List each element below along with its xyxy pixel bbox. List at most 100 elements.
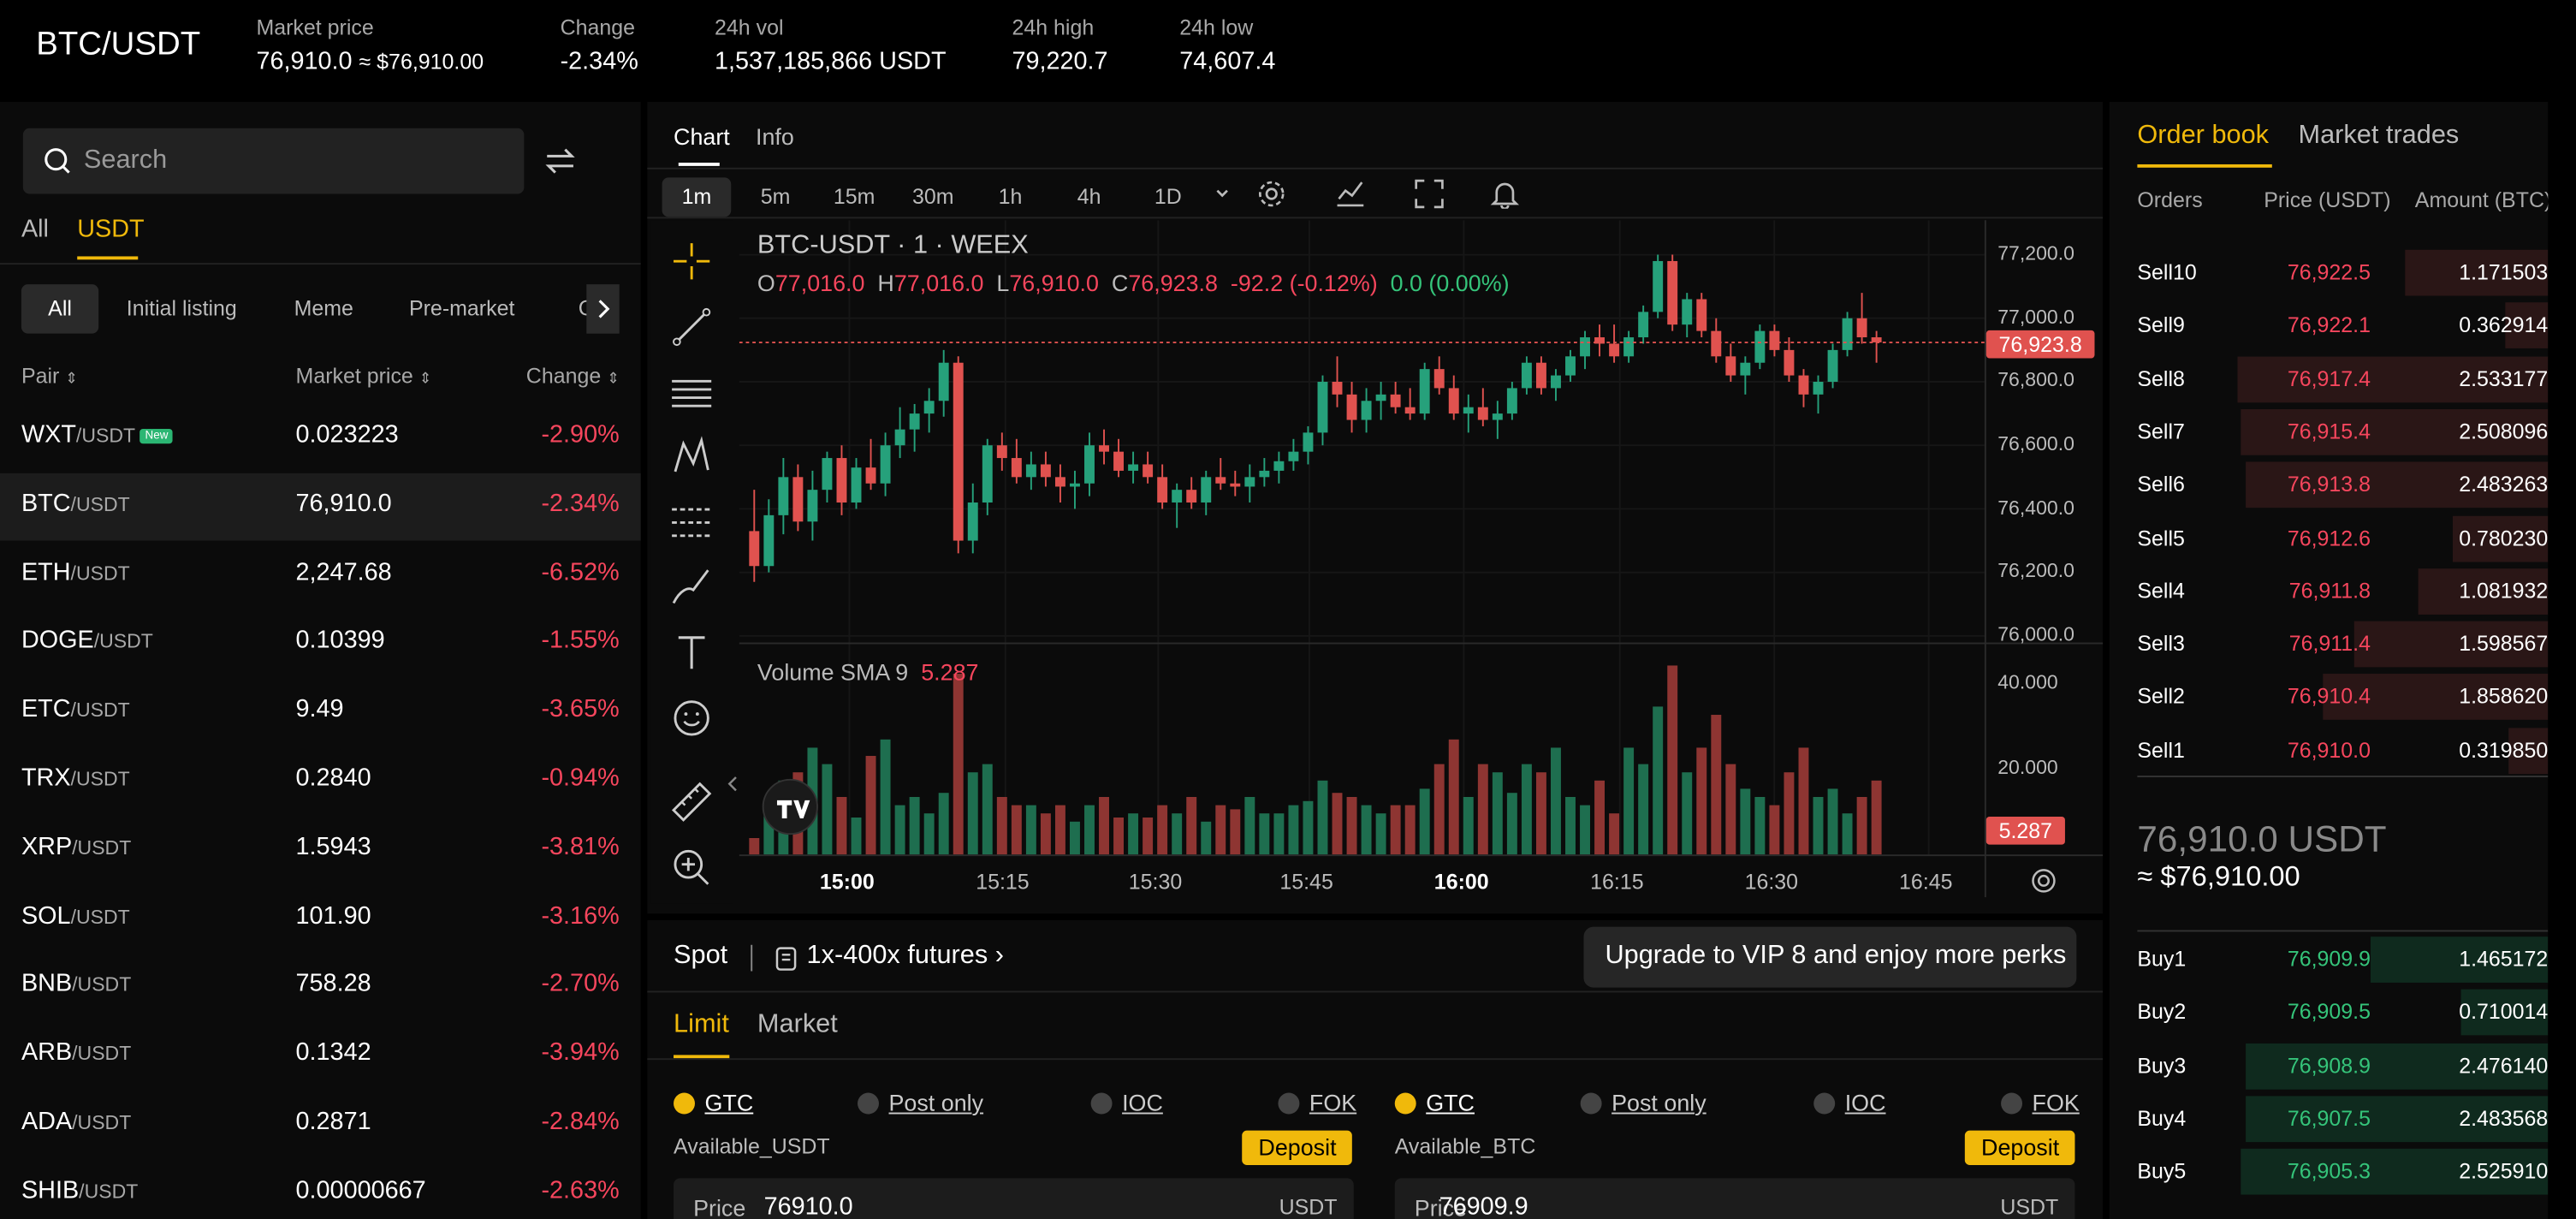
volume-bar (1128, 813, 1139, 855)
list-item[interactable]: BTC/USDT 76,910.0 -2.34% (0, 473, 641, 541)
depth-bar (2453, 514, 2549, 562)
pair-change: -2.34% (541, 489, 620, 518)
indicators-icon[interactable] (1336, 179, 1366, 209)
trend-line-icon[interactable] (670, 306, 713, 348)
sell-price-input[interactable]: Price 76909.9 USDT (1394, 1178, 2075, 1219)
buy-order-row[interactable]: Buy4 76,907.5 2.483568 (2116, 1094, 2549, 1144)
tab-info[interactable]: Info (756, 122, 794, 150)
option-gtc[interactable]: GTC (674, 1090, 753, 1115)
timeframe-4h[interactable]: 4h (1077, 183, 1101, 209)
tab-all[interactable]: All (21, 215, 49, 244)
swap-icon[interactable] (543, 145, 576, 177)
text-tool-icon[interactable] (670, 631, 713, 674)
candlestick-chart[interactable] (739, 220, 1985, 897)
spot-label[interactable]: Spot (674, 941, 728, 970)
tab-limit[interactable]: Limit (674, 1010, 729, 1039)
pair-change: -3.81% (541, 832, 620, 861)
option-gtc[interactable]: GTC (1394, 1090, 1475, 1115)
list-item[interactable]: ARB/USDT 0.1342 -3.94% (0, 1022, 641, 1090)
tab-market[interactable]: Market (757, 1010, 838, 1039)
buy-order-row[interactable]: Buy5 76,905.3 2.525910 (2116, 1147, 2549, 1197)
list-item[interactable]: ETH/USDT 2,247.68 -6.52% (0, 542, 641, 610)
buy-order-row[interactable]: Buy1 76,909.9 1.465172 (2116, 935, 2549, 984)
sell-order-row[interactable]: Sell6 76,913.8 2.483263 (2116, 461, 2549, 510)
collapse-toolbar-icon[interactable] (726, 774, 739, 794)
deposit-button-sell[interactable]: Deposit (1964, 1130, 2076, 1165)
option-fok[interactable]: FOK (1278, 1090, 1356, 1115)
symbol-title[interactable]: BTC/USDT (36, 26, 201, 62)
tab-usdt[interactable]: USDT (77, 215, 145, 244)
candle (1259, 470, 1270, 478)
buy-order-row[interactable]: Buy2 76,909.5 0.710014 (2116, 988, 2549, 1038)
timeframe-15m[interactable]: 15m (833, 183, 875, 209)
col-market-price[interactable]: Market price ⇕ (295, 363, 432, 389)
emoji-icon[interactable] (670, 697, 713, 740)
pair-price: 0.00000667 (295, 1176, 426, 1204)
sell-order-row[interactable]: Sell4 76,911.8 1.081932 (2116, 567, 2549, 616)
fib-lines-icon[interactable] (670, 372, 713, 414)
brush-icon[interactable] (670, 565, 713, 608)
tab-market-trades[interactable]: Market trades (2298, 122, 2460, 150)
list-item[interactable]: DOGE/USDT 0.10399 -1.55% (0, 610, 641, 678)
list-item[interactable]: SOL/USDT 101.90 -3.16% (0, 885, 641, 953)
col-change[interactable]: Change ⇕ (525, 363, 620, 389)
buy-order-row[interactable]: Buy3 76,908.9 2.476140 (2116, 1041, 2549, 1091)
deposit-button-buy[interactable]: Deposit (1242, 1130, 1353, 1165)
chip-pre-market[interactable]: Pre-market (408, 295, 515, 321)
sell-order-row[interactable]: Sell3 76,911.4 1.598567 (2116, 620, 2549, 669)
chip-scroll-right[interactable] (586, 284, 620, 334)
option-post-only[interactable]: Post only (858, 1090, 983, 1115)
option-ioc[interactable]: IOC (1090, 1090, 1163, 1115)
sell-order-row[interactable]: Sell9 76,922.1 0.362914 (2116, 301, 2549, 351)
chip-all[interactable]: All (21, 284, 99, 334)
tradingview-logo[interactable] (762, 778, 818, 835)
chip-meme[interactable]: Meme (294, 295, 353, 321)
crosshair-icon[interactable] (670, 240, 713, 282)
futures-link[interactable]: 1x-400x futures › (806, 941, 1004, 970)
timeframe-1D[interactable]: 1D (1154, 183, 1182, 209)
chevron-down-icon[interactable] (1214, 186, 1231, 202)
depth-bar (2241, 1149, 2549, 1195)
volume-bar (1390, 805, 1401, 855)
settings-icon[interactable] (1256, 179, 1286, 209)
timeframe-1m[interactable]: 1m (662, 177, 732, 217)
zoom-in-icon[interactable] (670, 847, 713, 889)
list-item[interactable]: BNB/USDT 758.28 -2.70% (0, 954, 641, 1021)
sell-order-row[interactable]: Sell2 76,910.4 1.858620 (2116, 673, 2549, 722)
projection-icon[interactable] (670, 501, 713, 544)
tab-chart[interactable]: Chart (674, 122, 730, 150)
sell-order-row[interactable]: Sell5 76,912.6 0.780230 (2116, 514, 2549, 563)
ruler-icon[interactable] (670, 781, 713, 824)
buy-price-input[interactable]: Price 76910.0 USDT (674, 1178, 1354, 1219)
timeframe-30m[interactable]: 30m (912, 183, 954, 209)
list-item[interactable]: ADA/USDT 0.2871 -2.84% (0, 1091, 641, 1159)
fullscreen-icon[interactable] (1415, 179, 1445, 209)
sell-order-row[interactable]: Sell1 76,910.0 0.319850 (2116, 726, 2549, 776)
option-ioc[interactable]: IOC (1813, 1090, 1885, 1115)
list-item[interactable]: TRX/USDT 0.2840 -0.94% (0, 747, 641, 815)
divider (647, 217, 2104, 219)
timeframe-5m[interactable]: 5m (760, 183, 791, 209)
option-fok[interactable]: FOK (2001, 1090, 2080, 1115)
alert-bell-icon[interactable] (1490, 179, 1520, 209)
chip-initial-listing[interactable]: Initial listing (126, 295, 237, 321)
timeframe-1h[interactable]: 1h (998, 183, 1023, 209)
order-amount: 1.171503 (2459, 259, 2549, 285)
list-item[interactable]: SHIB/USDT 0.00000667 -2.63% (0, 1160, 641, 1219)
vip-promo-banner[interactable]: Upgrade to VIP 8 and enjoy more perks (1583, 926, 2077, 988)
list-item[interactable]: WXT/USDT New 0.023223 -2.90% (0, 404, 641, 472)
search-input[interactable]: Search (22, 128, 525, 194)
option-post-only[interactable]: Post only (1580, 1090, 1706, 1115)
sell-order-row[interactable]: Sell8 76,917.4 2.533177 (2116, 354, 2549, 404)
chart-settings-icon[interactable] (2031, 868, 2057, 895)
list-item[interactable]: ETC/USDT 9.49 -3.65% (0, 679, 641, 746)
tab-order-book[interactable]: Order book (2137, 122, 2270, 150)
pattern-icon[interactable] (670, 436, 713, 479)
list-item[interactable]: XRP/USDT 1.5943 -3.81% (0, 817, 641, 884)
time-axis-divider (739, 854, 2104, 857)
candle (1827, 349, 1838, 382)
col-pair[interactable]: Pair ⇕ (21, 363, 78, 389)
tab-underline (678, 163, 720, 166)
sell-order-row[interactable]: Sell7 76,915.4 2.508096 (2116, 407, 2549, 457)
sell-order-row[interactable]: Sell10 76,922.5 1.171503 (2116, 248, 2549, 298)
